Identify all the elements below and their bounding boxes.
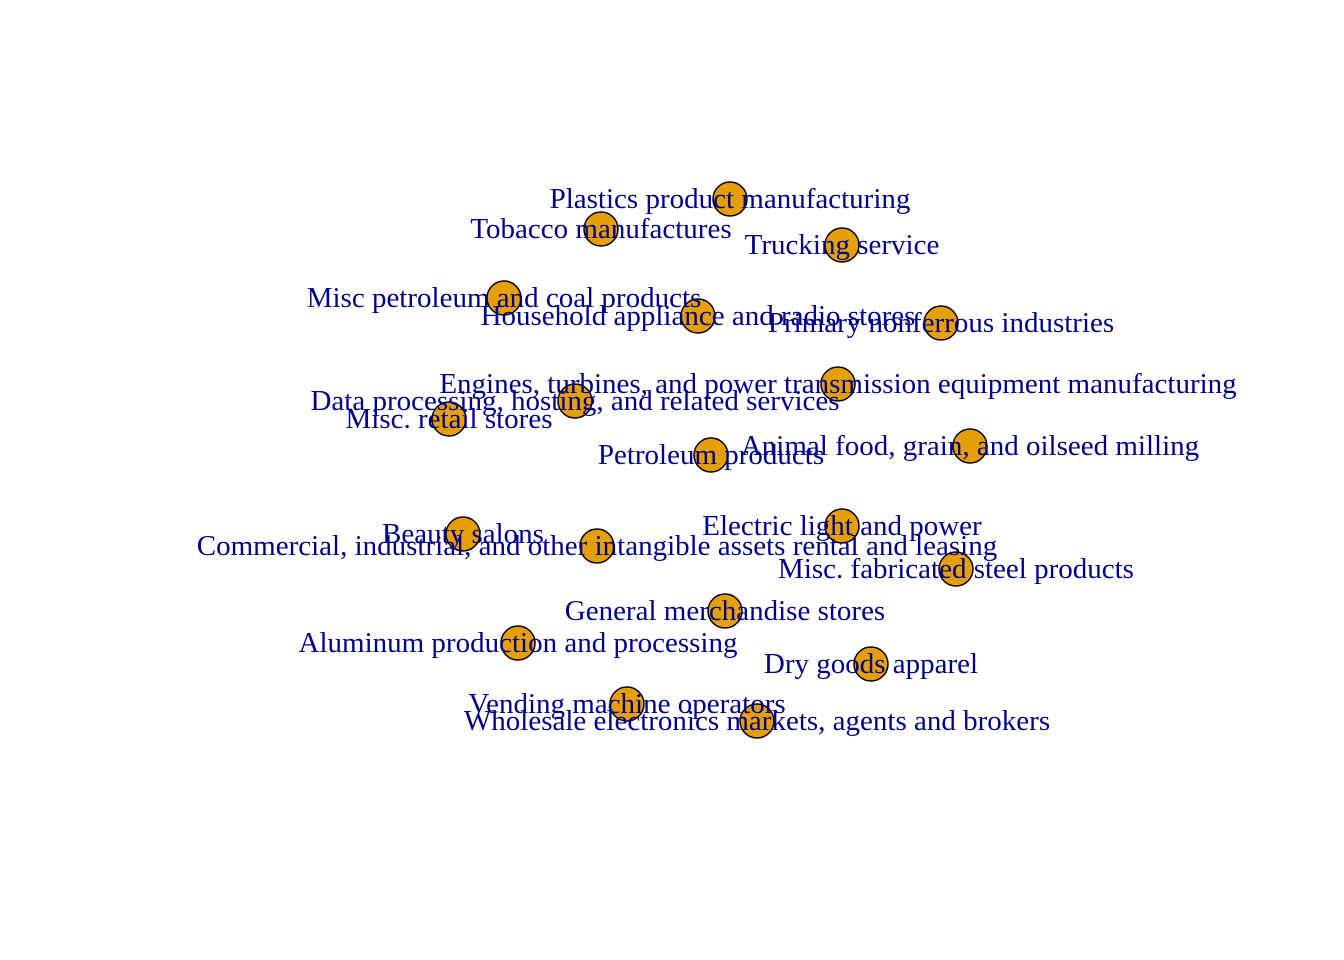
graph-node [609, 686, 645, 722]
graph-node [579, 528, 615, 564]
graph-node [445, 516, 481, 552]
graph-node [712, 181, 748, 217]
nodes-layer [431, 181, 988, 739]
graph-node [938, 551, 974, 587]
node-label: Dry goods apparel [764, 648, 978, 680]
node-label: Beauty salons [382, 518, 544, 550]
node-label: Tobacco manufactures [470, 213, 731, 245]
node-label: Aluminum production and processing [299, 627, 738, 659]
node-label: Petroleum products [598, 439, 824, 471]
graph-node [500, 625, 536, 661]
node-label: Engines, turbines, and power transmissio… [439, 368, 1236, 400]
node-label: Wholesale electronics markets, agents an… [464, 705, 1050, 737]
graph-node [707, 593, 743, 629]
node-label: Misc petroleum and coal products [307, 282, 702, 314]
node-label: Commercial, industrial, and other intang… [197, 530, 998, 562]
graph-node [693, 437, 729, 473]
graph-node [824, 508, 860, 544]
graph-node [486, 280, 522, 316]
graph-node [557, 383, 593, 419]
graph-node [853, 646, 889, 682]
node-label: Trucking service [745, 229, 940, 261]
node-label: Plastics product manufacturing [550, 183, 911, 215]
graph-node [820, 366, 856, 402]
graph-node [583, 211, 619, 247]
node-label: Electric light and power [702, 510, 982, 542]
node-label: General merchandise stores [565, 595, 885, 627]
graph-node [431, 401, 467, 437]
node-label: Primary nonferrous industries [768, 307, 1114, 339]
graph-node [739, 703, 775, 739]
node-label: Misc. retail stores [346, 403, 553, 435]
node-label: Vending machine operators [468, 688, 785, 720]
graph-node [952, 428, 988, 464]
graph-node [680, 298, 716, 334]
graph-node [923, 305, 959, 341]
node-label: Misc. fabricated steel products [778, 553, 1134, 585]
node-label: Data processing, hosting, and related se… [310, 385, 839, 417]
graph-node [824, 227, 860, 263]
node-label: Animal food, grain, and oilseed milling [741, 430, 1199, 462]
node-label: Household appliance and radio stores [481, 300, 916, 332]
